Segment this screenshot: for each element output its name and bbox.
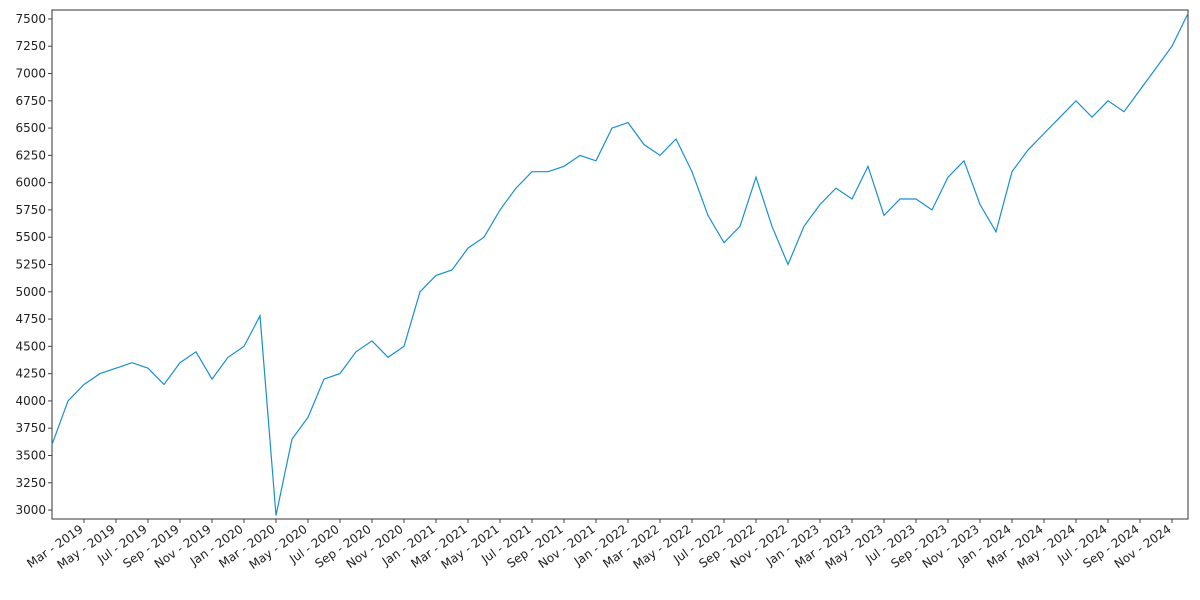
y-tick-label: 5250 — [15, 258, 46, 272]
y-tick-label: 5500 — [15, 230, 46, 244]
y-tick-label: 6000 — [15, 176, 46, 190]
y-tick-label: 4750 — [15, 312, 46, 326]
plot-frame — [51, 9, 1189, 520]
y-tick-label: 7250 — [15, 39, 46, 53]
y-tick-label: 3500 — [15, 448, 46, 462]
y-tick-label: 6500 — [15, 121, 46, 135]
y-tick-label: 5000 — [15, 285, 46, 299]
y-tick-label: 3000 — [15, 503, 46, 517]
y-tick-label: 7000 — [15, 67, 46, 81]
line-series — [51, 13, 1189, 516]
y-tick-label: 4000 — [15, 394, 46, 408]
y-tick-label: 7500 — [15, 12, 46, 26]
y-tick-label: 3750 — [15, 421, 46, 435]
y-tick-label: 6750 — [15, 94, 46, 108]
y-tick-label: 4250 — [15, 367, 46, 381]
y-tick-label: 3250 — [15, 476, 46, 490]
y-tick-label: 6250 — [15, 148, 46, 162]
y-tick-label: 4500 — [15, 339, 46, 353]
y-tick-label: 5750 — [15, 203, 46, 217]
